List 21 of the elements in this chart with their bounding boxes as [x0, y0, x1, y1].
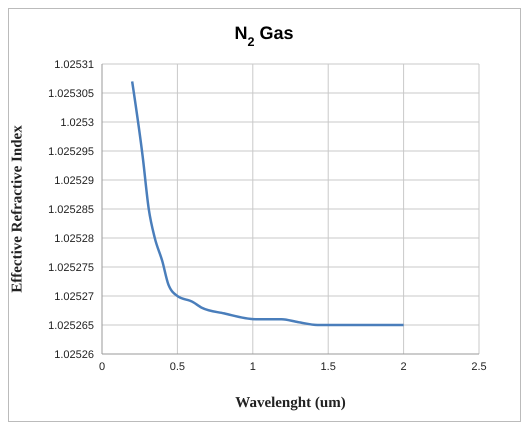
y-tick-label: 1.0253: [60, 116, 94, 129]
y-tick-label: 1.025285: [48, 204, 94, 216]
x-tick-label: 1: [250, 360, 256, 373]
y-tick-label: 1.025295: [48, 146, 94, 158]
y-tick-label: 1.02529: [54, 174, 94, 187]
x-tick-label: 2.5: [471, 360, 487, 373]
x-tick-label: 0: [98, 360, 106, 373]
y-axis-title: Effective Refractive Index: [9, 124, 26, 293]
y-tick-label: 1.02527: [54, 290, 94, 303]
chart-title: N$_{2}$ Gas: [234, 23, 294, 49]
x-tick-label: 2: [400, 360, 407, 373]
y-tick-label: 1.025265: [48, 320, 94, 332]
y-tick-label: 1.02531: [54, 58, 94, 71]
y-tick-label: 1.025275: [48, 262, 94, 274]
y-tick-label: 1.025305: [48, 88, 94, 100]
x-tick-label: 1.5: [320, 360, 336, 373]
y-tick-label: 1.02528: [54, 232, 94, 245]
x-tick-label: 0.5: [170, 360, 186, 373]
x-axis-title: Wavelenght (um): [235, 395, 346, 411]
line-series: [130, 80, 405, 326]
y-tick-label: 1.02526: [54, 348, 94, 361]
